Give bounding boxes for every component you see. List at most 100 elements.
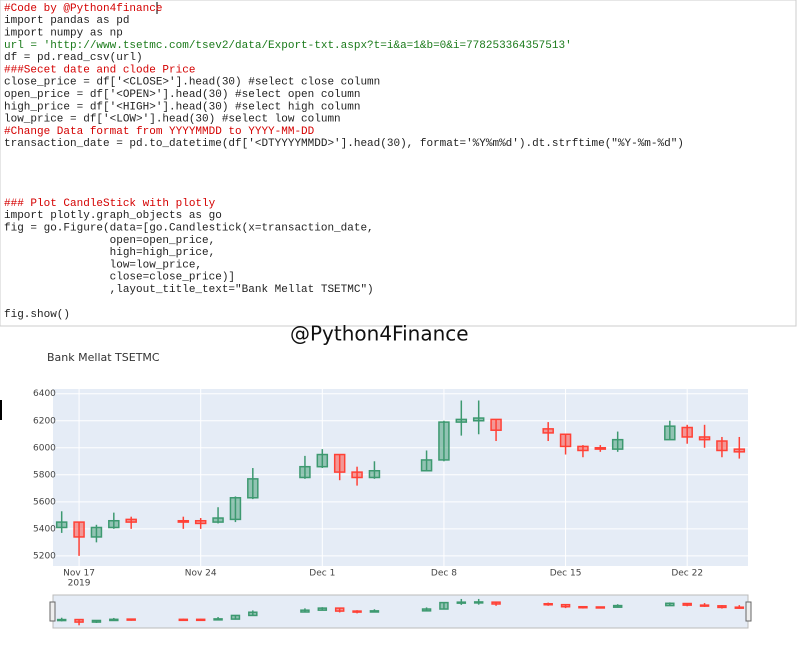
- watermark: @Python4Finance: [290, 322, 469, 346]
- range-slider[interactable]: [52, 594, 749, 629]
- mini-candle-body: [699, 604, 710, 607]
- candle-body: [542, 428, 554, 434]
- code-line: close=close_price)]: [4, 272, 235, 284]
- chart-title: Bank Mellat TSETMC: [47, 351, 160, 364]
- mini-candle-body: [248, 611, 258, 617]
- mini-candle-body: [491, 601, 501, 605]
- candle-body: [299, 465, 311, 479]
- mini-candle-body: [717, 605, 727, 609]
- x-tick-year: 2019: [68, 579, 91, 589]
- mini-candle-body: [109, 618, 119, 622]
- code-line: #Code by @Python4finance: [4, 3, 162, 15]
- mini-candle-body: [665, 602, 675, 607]
- range-grip-left[interactable]: [49, 601, 56, 622]
- candle-body: [90, 526, 103, 538]
- mini-candle-body: [317, 607, 328, 611]
- candle-body: [559, 433, 572, 448]
- candle-body: [55, 521, 68, 529]
- mini-candle-body: [178, 618, 189, 622]
- y-tick-label: 5600: [33, 497, 56, 507]
- candle-body: [368, 469, 381, 479]
- mini-candle-body: [334, 607, 345, 612]
- code-line: open_price = df['<OPEN>'].head(30) #sele…: [4, 89, 360, 101]
- code-line: ,layout_title_text="Bank Mellat TSETMC"): [4, 284, 374, 296]
- mini-candle-body: [734, 606, 745, 609]
- mini-candle-body: [91, 619, 102, 623]
- mini-candle-body: [473, 601, 484, 604]
- mini-candle-body: [195, 618, 206, 622]
- y-tick-label: 5400: [33, 524, 56, 534]
- code-line: open=open_price,: [4, 235, 215, 247]
- candle-body: [490, 418, 502, 431]
- x-tick-label: Nov 17: [63, 569, 95, 579]
- mini-candle-body: [682, 602, 692, 606]
- candle-body: [229, 497, 242, 521]
- code-line: import plotly.graph_objects as go: [4, 210, 222, 222]
- mini-candle-body: [56, 618, 67, 622]
- candle-body: [212, 517, 224, 523]
- mini-candle-body: [369, 610, 380, 613]
- mini-candle-body: [439, 601, 449, 610]
- candle-body: [455, 418, 468, 423]
- x-tick-label: Dec 8: [431, 569, 457, 579]
- x-tick-label: Dec 1: [309, 569, 335, 579]
- code-line: high_price = df['<HIGH>'].head(30) #sele…: [4, 101, 360, 113]
- y-tick-label: 6200: [33, 416, 56, 426]
- mini-candle-body: [421, 608, 432, 612]
- candle-body: [73, 521, 85, 538]
- y-tick-label: 5200: [33, 551, 56, 561]
- code-line: import numpy as np: [4, 28, 123, 40]
- mini-candle-body: [126, 618, 136, 621]
- candle-body: [125, 518, 137, 523]
- mini-candle-body: [578, 605, 588, 609]
- range-grip-right[interactable]: [745, 601, 752, 622]
- candle-body: [420, 459, 433, 472]
- mini-candle-body: [213, 618, 223, 621]
- code-line: ### Plot CandleStick with plotly: [4, 198, 216, 210]
- code-line: url = 'http://www.tsetmc.com/tsev2/data/…: [4, 40, 572, 52]
- plot-area: [53, 389, 748, 566]
- y-tick-label: 5800: [33, 470, 56, 480]
- candle-body: [716, 440, 728, 452]
- mini-candle-body: [74, 618, 84, 623]
- candle-body: [594, 447, 607, 450]
- code-panel: [0, 0, 797, 327]
- candle-body: [733, 448, 746, 453]
- mini-candle-body: [230, 614, 241, 620]
- mini-candle-body: [456, 601, 467, 604]
- candle-body: [472, 417, 485, 422]
- code-line: df = pd.read_csv(url): [4, 52, 143, 64]
- y-tick-label: 6400: [33, 389, 56, 399]
- candle-body: [664, 425, 676, 441]
- code-line: transaction_date = pd.to_datetime(df['<D…: [4, 138, 684, 150]
- candle-body: [177, 519, 190, 523]
- candle-body: [316, 453, 329, 468]
- candle-body: [698, 436, 711, 441]
- candle-body: [194, 519, 207, 525]
- mini-candle-body: [543, 603, 553, 606]
- candle-body: [333, 453, 346, 473]
- x-tick-label: Dec 15: [550, 569, 582, 579]
- code-line: high=high_price,: [4, 247, 215, 259]
- code-line: fig = go.Figure(data=[go.Candlestick(x=t…: [4, 223, 374, 235]
- candle-body: [681, 426, 693, 438]
- mini-candle-body: [352, 610, 362, 613]
- x-tick-label: Nov 24: [185, 569, 217, 579]
- code-line: close_price = df['<CLOSE>'].head(30) #se…: [4, 77, 380, 89]
- code-line: low=low_price,: [4, 259, 202, 271]
- candle-body: [247, 478, 259, 499]
- candle-body: [108, 519, 120, 529]
- code-line: #Change Data format from YYYYMMDD to YYY…: [4, 126, 315, 138]
- code-line: ###Secet date and clode Price: [4, 64, 195, 76]
- candle-body: [351, 471, 363, 479]
- code-line: low_price = df['<LOW>'].head(30) #select…: [4, 114, 341, 126]
- mini-candle-body: [300, 609, 310, 613]
- code-line: fig.show(): [4, 309, 70, 321]
- candle-body: [611, 438, 624, 450]
- code-line: import pandas as pd: [4, 15, 129, 27]
- mini-candle-body: [612, 604, 623, 608]
- y-tick-label: 6000: [33, 443, 56, 453]
